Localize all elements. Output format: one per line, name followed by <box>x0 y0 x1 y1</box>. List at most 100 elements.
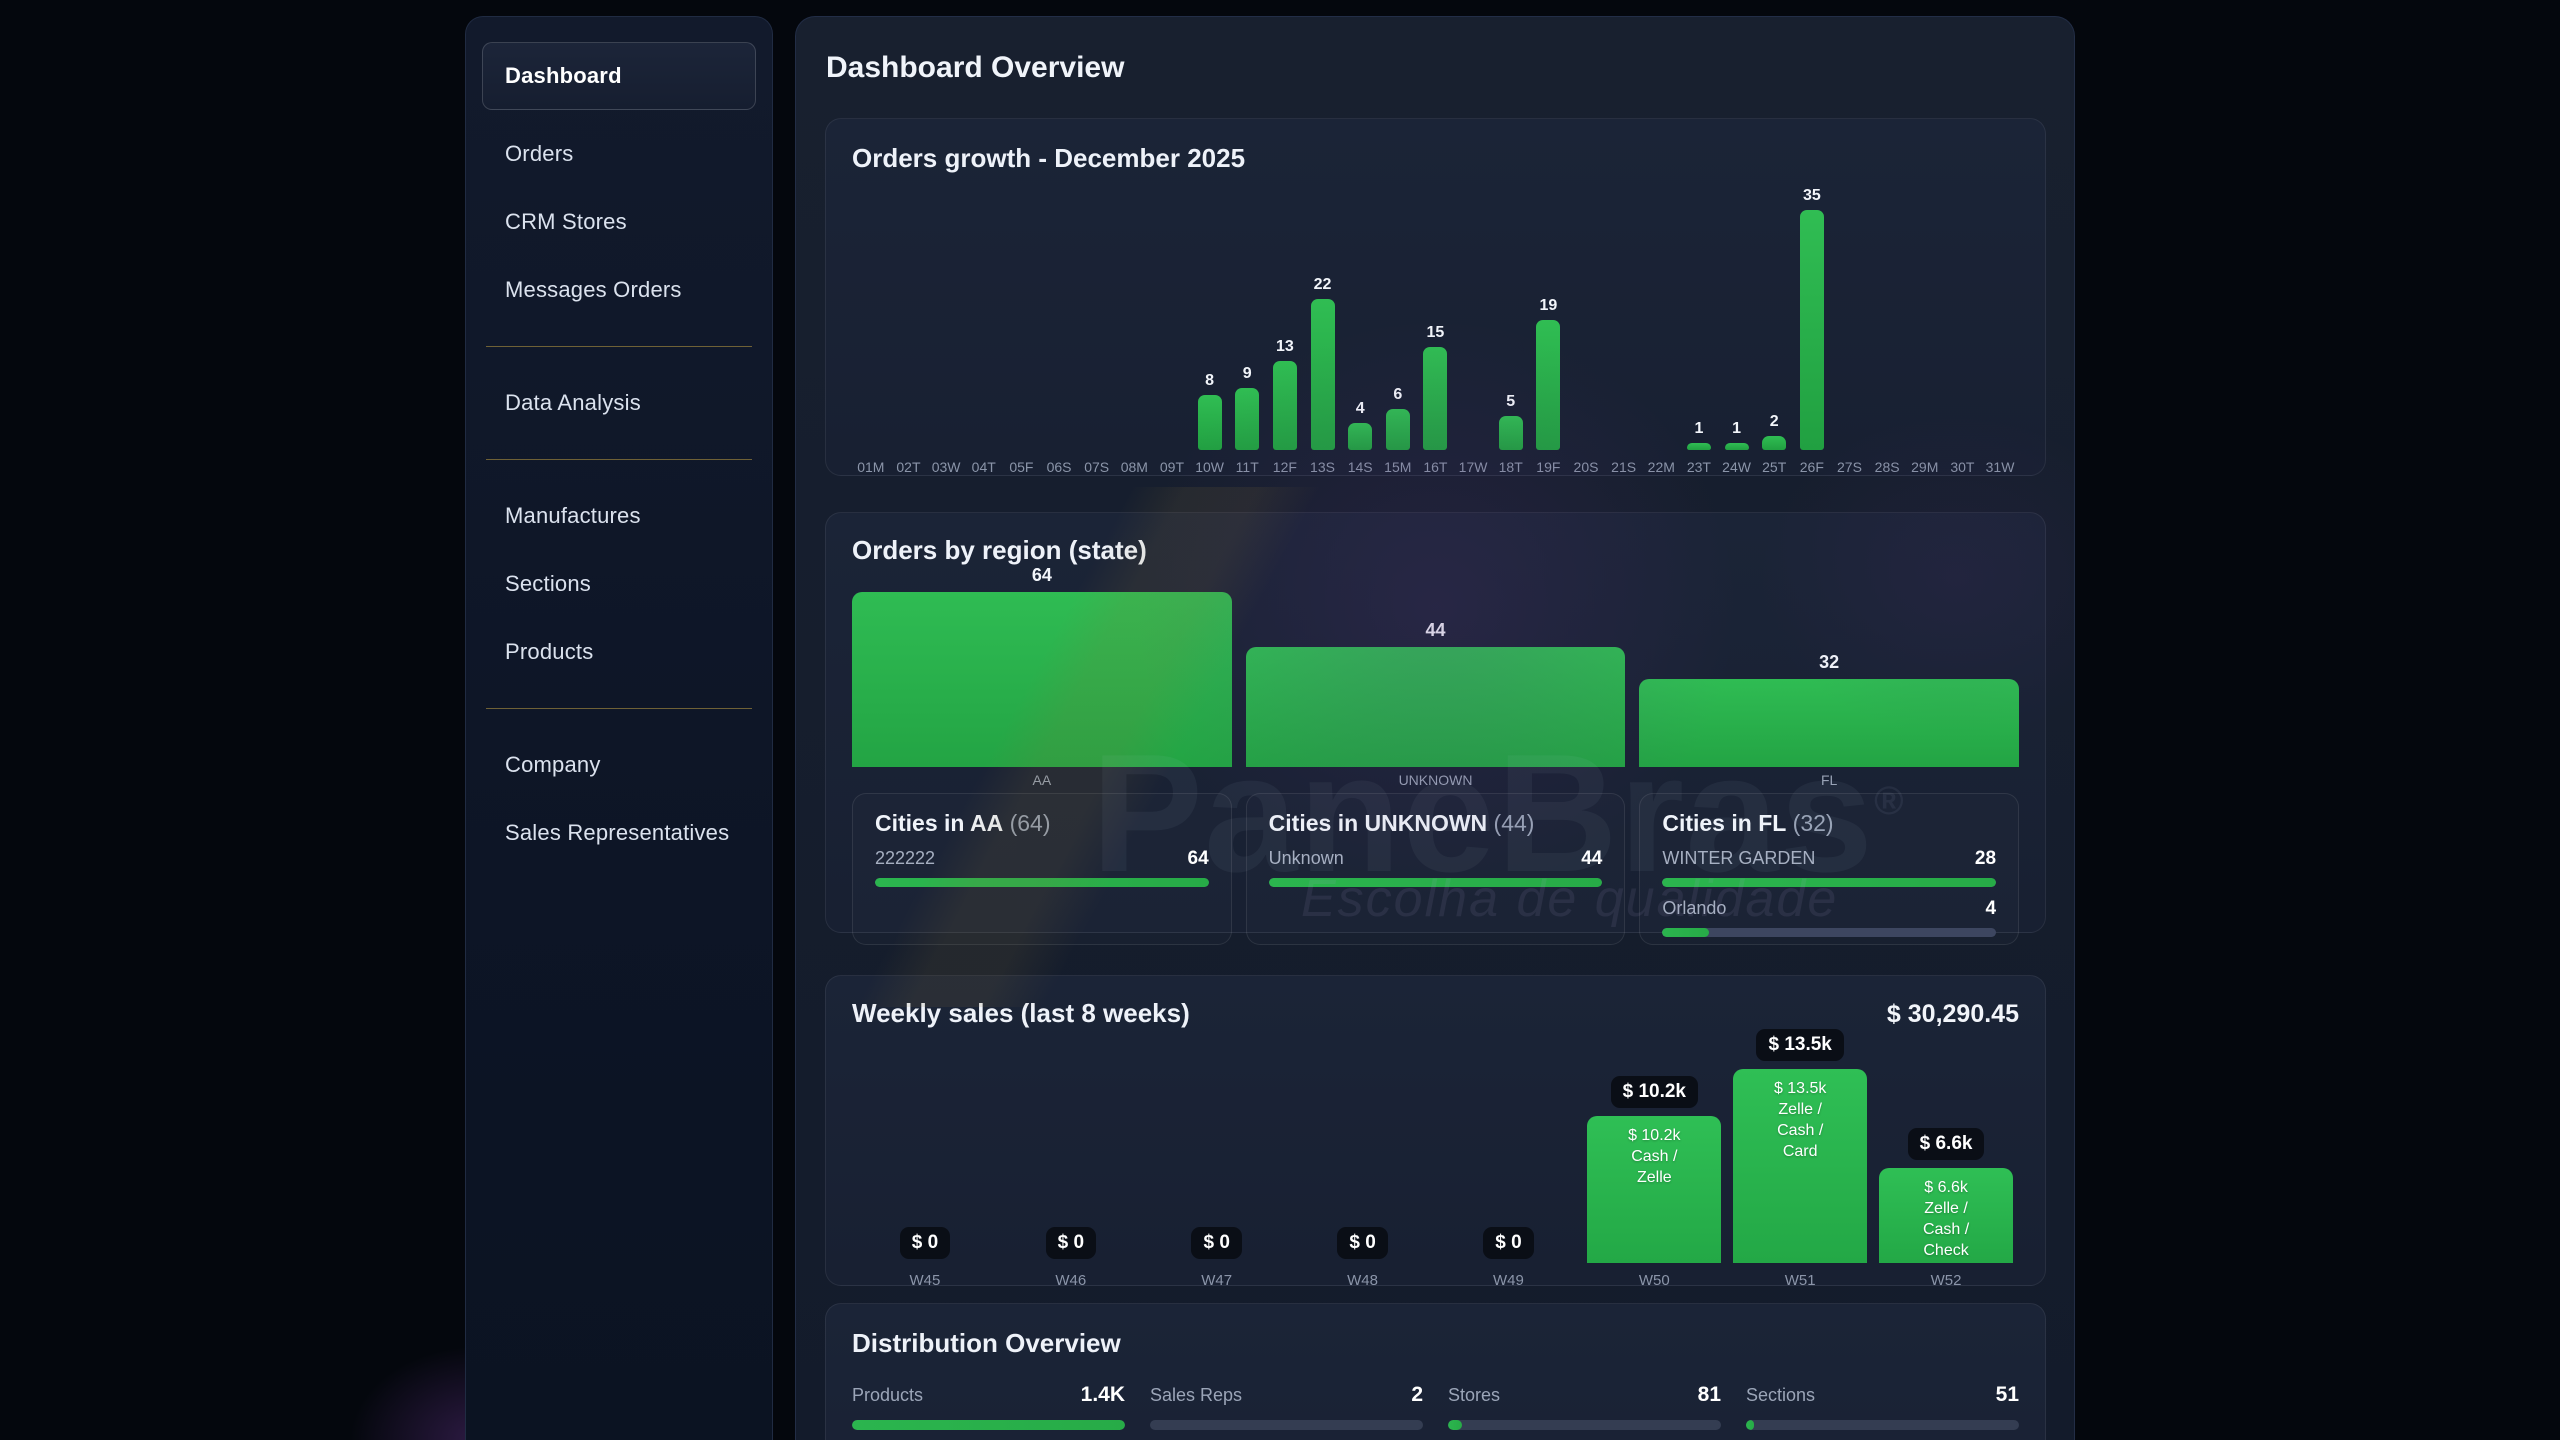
city-name: WINTER GARDEN <box>1662 848 1816 868</box>
weekly-bar-label-line: $ 13.5k <box>1773 1080 1827 1097</box>
growth-bar-26F[interactable] <box>1799 210 1824 450</box>
growth-bar-25T[interactable] <box>1762 436 1787 450</box>
sidebar-item-company[interactable]: Company <box>505 752 601 777</box>
city-card-cities-in-unknown: Cities in UNKNOWN (44) Unknown 44 <box>1245 793 1626 945</box>
sidebar-item-data-analysis[interactable]: Data Analysis <box>505 390 641 415</box>
weekly-bar-label-line: Cash / <box>1922 1221 1970 1239</box>
weekly-sales-x-axis: W45 W46 W47 W48 W49 W50 W51 W52 <box>852 1272 2019 1289</box>
weekly-bar-W50[interactable]: $ 10.2k Cash / Zelle <box>1587 1116 1722 1263</box>
city-name: Orlando <box>1662 898 1727 918</box>
orders-growth-x-axis: 01M 02T 03W 04T 05F 06S 07S 08M 09T 10W 11T 12F 13S 1… <box>852 459 2019 475</box>
growth-x-tick: 12F <box>1272 459 1297 475</box>
weekly-bar-W52[interactable]: $ 6.6k Zelle / Cash / Check <box>1879 1168 2014 1263</box>
weekly-badge-W48: $ 0 <box>1337 1227 1388 1259</box>
growth-x-tick: 31W <box>1985 459 2015 475</box>
growth-bar-slot-23T: 1 <box>1680 420 1718 450</box>
city-value: 28 <box>1974 848 1997 869</box>
city-card-title: Cities in AA (64) <box>875 810 1051 836</box>
growth-bar-19F[interactable] <box>1536 320 1561 450</box>
growth-x-tick: 26F <box>1799 459 1824 475</box>
growth-bar-12F[interactable] <box>1272 361 1297 450</box>
growth-x-tick: 11T <box>1235 459 1259 475</box>
weekly-badge-W46: $ 0 <box>1045 1227 1097 1259</box>
growth-bar-slot-11T: 9 <box>1228 365 1266 450</box>
weekly-col-W51: $ 13.5k $ 13.5k Zelle / Cash / Card <box>1727 1029 1873 1263</box>
growth-x-tick: 08M <box>1120 459 1148 475</box>
growth-bar-value: 22 <box>1313 276 1332 293</box>
growth-x-tick: 22M <box>1647 459 1675 475</box>
main-panel: Dashboard Overview Orders growth - Decem… <box>795 16 2075 1440</box>
region-x-tick: AA <box>1032 772 1052 788</box>
sidebar-item-manufactures[interactable]: Manufactures <box>505 503 641 528</box>
dist-progress-track <box>1746 1420 2019 1430</box>
growth-bar-value: 1 <box>1694 420 1704 437</box>
growth-bar-slot-15M: 6 <box>1379 386 1417 450</box>
region-bar-unknown[interactable] <box>1245 647 1626 767</box>
growth-bar-value: 35 <box>1802 187 1821 204</box>
growth-bar-24W[interactable] <box>1724 443 1749 450</box>
region-bar-fl[interactable] <box>1639 679 2020 767</box>
weekly-bar-W51[interactable]: $ 13.5k Zelle / Cash / Card <box>1733 1069 1868 1263</box>
weekly-bar-label-line: Zelle / <box>1778 1101 1822 1119</box>
city-card-cities-in-fl: Cities in FL (32) WINTER GARDEN 28 Orlando 4 <box>1639 793 2020 945</box>
weekly-col-W49: $ 0 <box>1436 1227 1582 1263</box>
city-row-unknown: Unknown 44 <box>1268 848 1603 887</box>
orders-growth-card: Orders growth - December 2025 8 9 13 22 4 6 15… <box>825 118 2046 476</box>
region-bar-value: 44 <box>1425 620 1446 640</box>
weekly-x-tick: W50 <box>1638 1272 1670 1289</box>
growth-x-tick: 14S <box>1347 459 1373 475</box>
city-progress-track <box>1268 878 1603 887</box>
growth-bar-value: 9 <box>1242 365 1252 382</box>
dist-stat-label: Stores <box>1448 1385 1501 1405</box>
growth-bar-slot-16T: 15 <box>1417 324 1455 450</box>
growth-bar-15M[interactable] <box>1385 409 1410 450</box>
growth-bar-slot-24W: 1 <box>1718 420 1756 450</box>
sidebar-item-sales-representatives[interactable]: Sales Representatives <box>505 820 730 845</box>
city-card-count: (32) <box>1786 810 1834 836</box>
dist-stat-stores: Stores 81 <box>1448 1383 1721 1430</box>
city-value: 64 <box>1187 848 1209 869</box>
dist-stat-value: 2 <box>1411 1383 1423 1406</box>
growth-x-tick: 02T <box>896 459 921 475</box>
weekly-x-tick: W51 <box>1784 1272 1816 1289</box>
city-row-222222: 222222 64 <box>875 848 1209 887</box>
dist-progress-fill <box>852 1420 1125 1430</box>
orders-growth-chart: 8 9 13 22 4 6 15 5 19 1 1 2 35 <box>852 182 2019 450</box>
growth-x-tick: 03W <box>931 459 961 475</box>
city-row-winter-garden: WINTER GARDEN 28 <box>1662 848 1997 887</box>
growth-x-tick: 15M <box>1384 459 1412 475</box>
growth-bar-14S[interactable] <box>1348 423 1373 450</box>
sidebar-item-products[interactable]: Products <box>505 639 594 664</box>
weekly-bar-label-line: $ 10.2k <box>1628 1127 1681 1144</box>
weekly-x-tick: W46 <box>1055 1272 1087 1289</box>
sidebar: Dashboard Orders CRM Stores Messages Orders… <box>465 16 773 1440</box>
region-x-tick: UNKNOWN <box>1398 772 1473 788</box>
sidebar-item-sections[interactable]: Sections <box>505 571 591 596</box>
sidebar-item-messages-orders[interactable]: Messages Orders <box>505 277 682 302</box>
weekly-col-W46: $ 0 <box>998 1227 1144 1263</box>
growth-bar-11T[interactable] <box>1235 388 1260 450</box>
growth-x-tick: 28S <box>1874 459 1900 475</box>
growth-bar-value: 1 <box>1732 420 1741 437</box>
dist-progress-track <box>852 1420 1125 1430</box>
distribution-stats-row: Products 1.4K Sales Reps 2 Stores 81 Sections 5… <box>852 1383 2019 1430</box>
sidebar-item-crm-stores[interactable]: CRM Stores <box>505 209 627 234</box>
growth-bar-value: 15 <box>1426 324 1445 341</box>
growth-bar-value: 19 <box>1539 297 1558 314</box>
city-name: Unknown <box>1268 848 1344 868</box>
region-bar-aa[interactable] <box>852 592 1232 767</box>
growth-x-tick: 09T <box>1159 459 1184 475</box>
growth-bar-16T[interactable] <box>1423 347 1448 450</box>
growth-bar-slot-18T: 5 <box>1492 393 1530 450</box>
growth-bar-10W[interactable] <box>1197 395 1222 450</box>
weekly-bar-label-line: Zelle / <box>1924 1200 1968 1218</box>
growth-bar-value: 8 <box>1205 372 1215 389</box>
growth-x-tick: 19F <box>1536 459 1561 475</box>
sidebar-item-orders[interactable]: Orders <box>505 141 574 166</box>
sidebar-item-dashboard[interactable]: Dashboard <box>482 42 756 110</box>
city-row-orlando: Orlando 4 <box>1662 898 1997 937</box>
city-card-cities-in-aa: Cities in AA (64) 222222 64 <box>852 793 1232 945</box>
growth-bar-18T[interactable] <box>1498 416 1523 450</box>
growth-bar-13S[interactable] <box>1310 299 1335 450</box>
growth-bar-23T[interactable] <box>1686 443 1711 450</box>
